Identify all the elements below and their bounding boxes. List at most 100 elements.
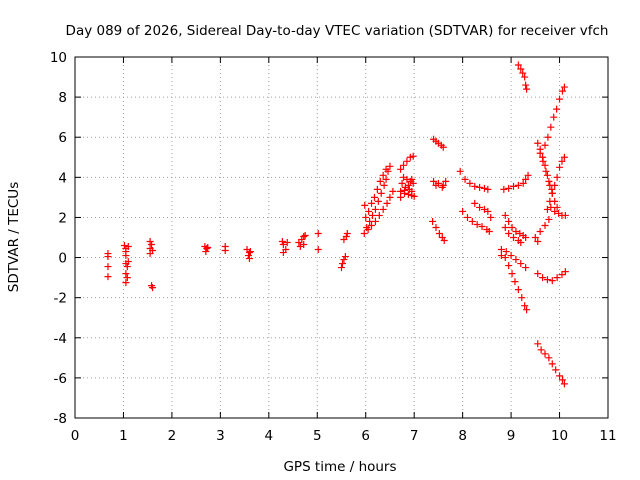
data-point	[283, 239, 291, 247]
data-point	[369, 211, 377, 219]
data-point	[104, 263, 112, 271]
data-point	[560, 153, 568, 161]
data-point	[364, 225, 372, 233]
data-point	[459, 207, 467, 215]
data-point	[558, 376, 566, 384]
data-point	[204, 244, 212, 252]
data-point	[505, 184, 513, 192]
data-point	[510, 234, 518, 241]
data-point	[561, 211, 569, 219]
data-point	[374, 197, 382, 205]
data-point	[519, 69, 527, 77]
data-point	[338, 264, 345, 272]
data-point	[429, 217, 437, 225]
data-point	[368, 221, 376, 229]
data-point	[245, 249, 253, 257]
data-point	[375, 211, 383, 219]
data-point	[382, 165, 390, 173]
data-point	[501, 223, 509, 231]
data-point	[148, 241, 156, 249]
y-tick-label: 4	[58, 170, 67, 186]
data-point	[518, 294, 526, 302]
data-point	[432, 181, 440, 189]
data-point	[556, 163, 564, 171]
data-point	[517, 260, 525, 268]
data-point	[505, 217, 513, 225]
data-point	[389, 187, 397, 195]
data-point	[373, 185, 381, 193]
data-point	[203, 245, 211, 253]
data-point	[435, 229, 443, 237]
data-point	[531, 234, 539, 241]
data-point	[341, 253, 349, 261]
x-tick-label: 10	[551, 428, 568, 444]
data-point	[556, 95, 564, 103]
x-tick-label: 7	[410, 428, 419, 444]
data-point	[508, 223, 516, 231]
data-point	[314, 229, 322, 237]
data-point	[534, 139, 542, 147]
x-tick-label: 2	[168, 428, 177, 444]
y-tick-label: -6	[54, 371, 67, 387]
data-point	[558, 157, 566, 165]
data-point	[514, 61, 522, 69]
y-tick-label: -8	[54, 411, 67, 427]
data-point	[524, 171, 532, 179]
axis-ticks: 0 1 2 3 4 5 6 7 8 9 10 11 -8 -6 -4 -2 0 2 4 6 8 10	[50, 50, 617, 444]
data-point	[507, 252, 515, 260]
y-tick-label: 0	[58, 251, 67, 267]
data-point	[548, 277, 556, 285]
data-point	[551, 207, 559, 215]
data-point	[553, 173, 561, 181]
data-point	[541, 161, 549, 169]
data-point	[438, 183, 446, 191]
data-point	[510, 182, 518, 190]
data-point	[522, 175, 530, 183]
data-point	[541, 141, 549, 149]
chart-title: Day 089 of 2026, Sidereal Day-to-day VTE…	[66, 23, 609, 39]
data-point	[379, 205, 387, 213]
data-point	[278, 238, 286, 246]
y-tick-label: 6	[58, 130, 67, 146]
data-point	[553, 203, 561, 211]
data-point	[497, 246, 505, 254]
x-tick-label: 8	[458, 428, 467, 444]
data-point	[463, 213, 471, 221]
data-point	[521, 302, 529, 310]
data-point	[122, 270, 130, 278]
data-point	[514, 181, 522, 189]
grid	[75, 57, 608, 418]
data-point	[517, 65, 525, 73]
data-point	[514, 286, 522, 294]
data-point	[534, 238, 542, 246]
data-point	[547, 123, 555, 131]
data-point	[545, 177, 553, 185]
data-point	[338, 260, 346, 268]
data-point	[361, 201, 369, 209]
data-point	[534, 270, 542, 278]
data-point	[368, 199, 376, 207]
data-point	[548, 360, 556, 368]
data-point	[512, 227, 520, 235]
data-point	[371, 217, 379, 225]
data-point	[512, 256, 520, 264]
data-point	[505, 262, 513, 270]
data-point	[476, 183, 484, 191]
data-point	[546, 197, 554, 205]
data-point	[471, 182, 479, 190]
data-point	[404, 181, 412, 189]
data-point	[539, 274, 547, 282]
data-point	[523, 306, 531, 314]
x-axis-label: GPS time / hours	[283, 459, 396, 475]
data-point	[521, 73, 529, 81]
data-point	[534, 340, 542, 348]
data-point	[560, 380, 568, 388]
data-point	[245, 255, 253, 263]
data-point	[484, 185, 492, 193]
data-point	[550, 113, 558, 121]
data-point	[410, 192, 418, 200]
data-point	[362, 213, 370, 221]
data-point	[343, 229, 351, 237]
